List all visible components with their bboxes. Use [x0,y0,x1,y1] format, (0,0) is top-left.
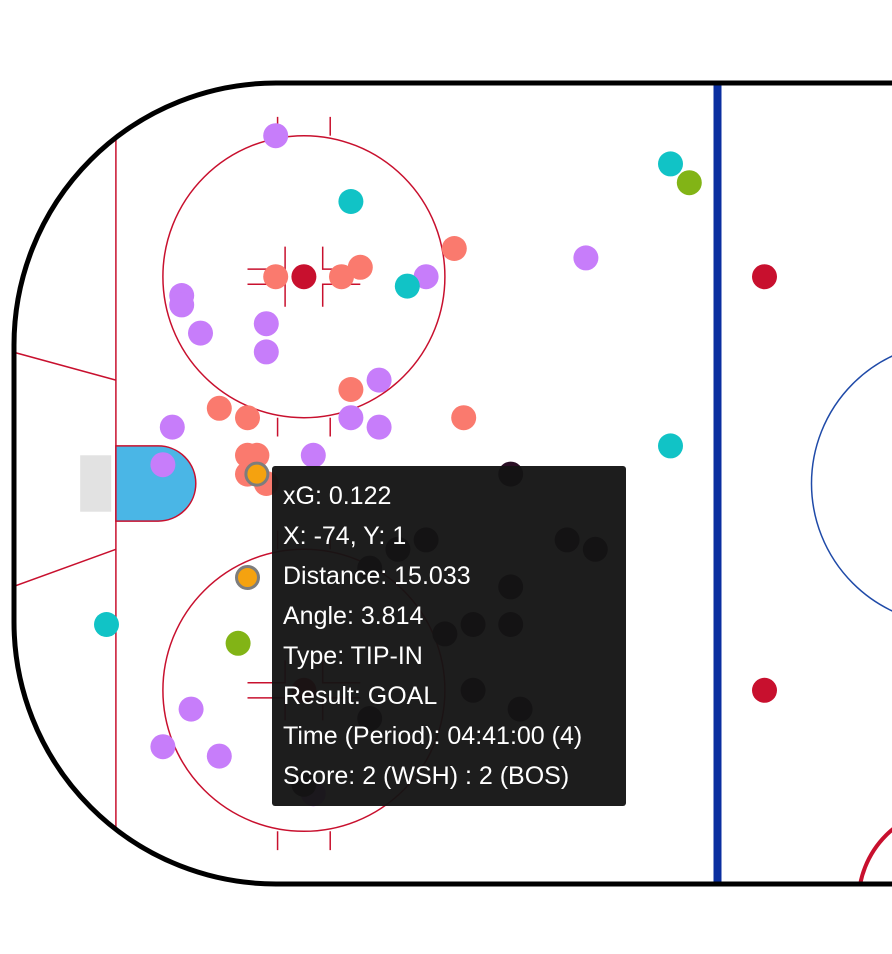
shot-point-salmon [451,405,477,431]
shot-point-teal [658,433,683,459]
shot-point-purple [178,696,204,722]
center-circle [810,341,892,626]
goal-crease [115,445,197,522]
shot-point-salmon [206,395,232,421]
shot-point-purple [206,743,232,769]
faceoff-dot [291,264,317,290]
shot-point-purple [150,452,176,478]
shot-point-salmon [338,377,364,402]
shot-point-teal [658,151,683,177]
shot-point-salmon [235,405,260,431]
shot-point-purple [253,339,279,365]
tooltip-angle: Angle: 3.814 [283,602,424,630]
shot-point-purple [263,123,289,149]
shot-point-purple [413,264,439,290]
trapezoid-line [14,351,117,381]
shot-point-teal [94,612,119,637]
shot-point-purple [188,320,213,346]
shot-point-purple [159,414,185,440]
faceoff-dot [752,677,777,703]
shot-point-highlight [235,565,260,590]
tooltip-distance: Distance: 15.033 [283,562,471,590]
shot-point-olive [676,170,702,196]
shot-point-purple [366,414,392,440]
tooltip-coordinates: X: -74, Y: 1 [283,522,407,550]
faceoff-circle [162,134,446,419]
rink-boards [11,80,892,887]
shot-point-teal [394,273,420,299]
shot-point-purple [366,367,392,393]
shot-point-purple [253,311,279,337]
shot-point-highlight [244,461,270,487]
shot-point-purple [169,292,195,318]
faceoff-dot [752,264,777,290]
tooltip-result: Result: GOAL [283,682,438,710]
trapezoid-line [14,548,117,588]
shot-point-salmon [329,264,354,290]
referee-crease [856,805,892,884]
tooltip-type: Type: TIP-IN [283,642,423,670]
shot-point-purple [573,245,599,271]
shot-point-teal [338,189,364,214]
shot-point-salmon [244,442,270,468]
shot-point-purple [300,442,326,468]
shot-point-purple [150,734,176,760]
shot-point-purple [338,405,364,431]
goal-net [80,455,112,512]
tooltip-time: Time (Period): 04:41:00 (4) [283,722,583,750]
shot-point-salmon [263,264,289,290]
tooltip-xg: xG: 0.122 [283,482,392,510]
shot-point-salmon [347,254,373,280]
shot-point-olive [225,630,251,656]
shot-tooltip: xG: 0.122 X: -74, Y: 1 Distance: 15.033 … [272,466,626,806]
shot-point-salmon [441,236,467,261]
tooltip-score: Score: 2 (WSH) : 2 (BOS) [283,762,570,790]
